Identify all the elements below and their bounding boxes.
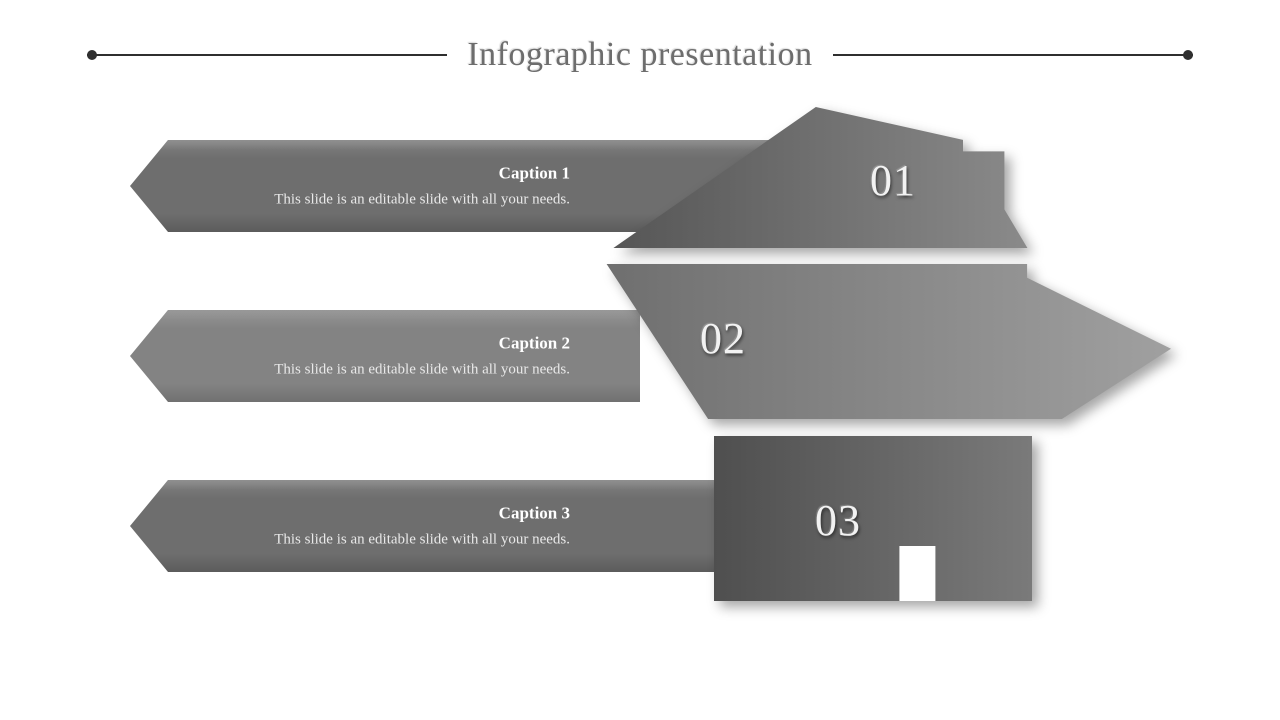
title-divider-right bbox=[833, 54, 1193, 56]
segment-number-3: 03 bbox=[815, 495, 861, 546]
house-door-icon bbox=[899, 546, 935, 601]
arrow-bar-3: Caption 3 This slide is an editable slid… bbox=[130, 480, 720, 572]
segment-number-1: 01 bbox=[870, 155, 916, 206]
caption-3: Caption 3 bbox=[200, 504, 570, 524]
slide-title: Infographic presentation bbox=[467, 36, 812, 74]
house-middle-segment bbox=[595, 258, 1175, 423]
caption-2: Caption 2 bbox=[200, 334, 570, 354]
title-row: Infographic presentation bbox=[0, 30, 1280, 80]
arrow-bar-2: Caption 2 This slide is an editable slid… bbox=[130, 310, 640, 402]
body-2: This slide is an editable slide with all… bbox=[200, 362, 570, 379]
arrow-text-1: Caption 1 This slide is an editable slid… bbox=[200, 164, 570, 209]
segment-number-2: 02 bbox=[700, 313, 746, 364]
title-divider-left bbox=[87, 54, 447, 56]
body-3: This slide is an editable slide with all… bbox=[200, 532, 570, 549]
body-1: This slide is an editable slide with all… bbox=[200, 192, 570, 209]
house-roof-segment bbox=[595, 105, 1055, 250]
arrow-text-2: Caption 2 This slide is an editable slid… bbox=[200, 334, 570, 379]
caption-1: Caption 1 bbox=[200, 164, 570, 184]
arrow-text-3: Caption 3 This slide is an editable slid… bbox=[200, 504, 570, 549]
house-base-segment bbox=[708, 430, 1038, 605]
